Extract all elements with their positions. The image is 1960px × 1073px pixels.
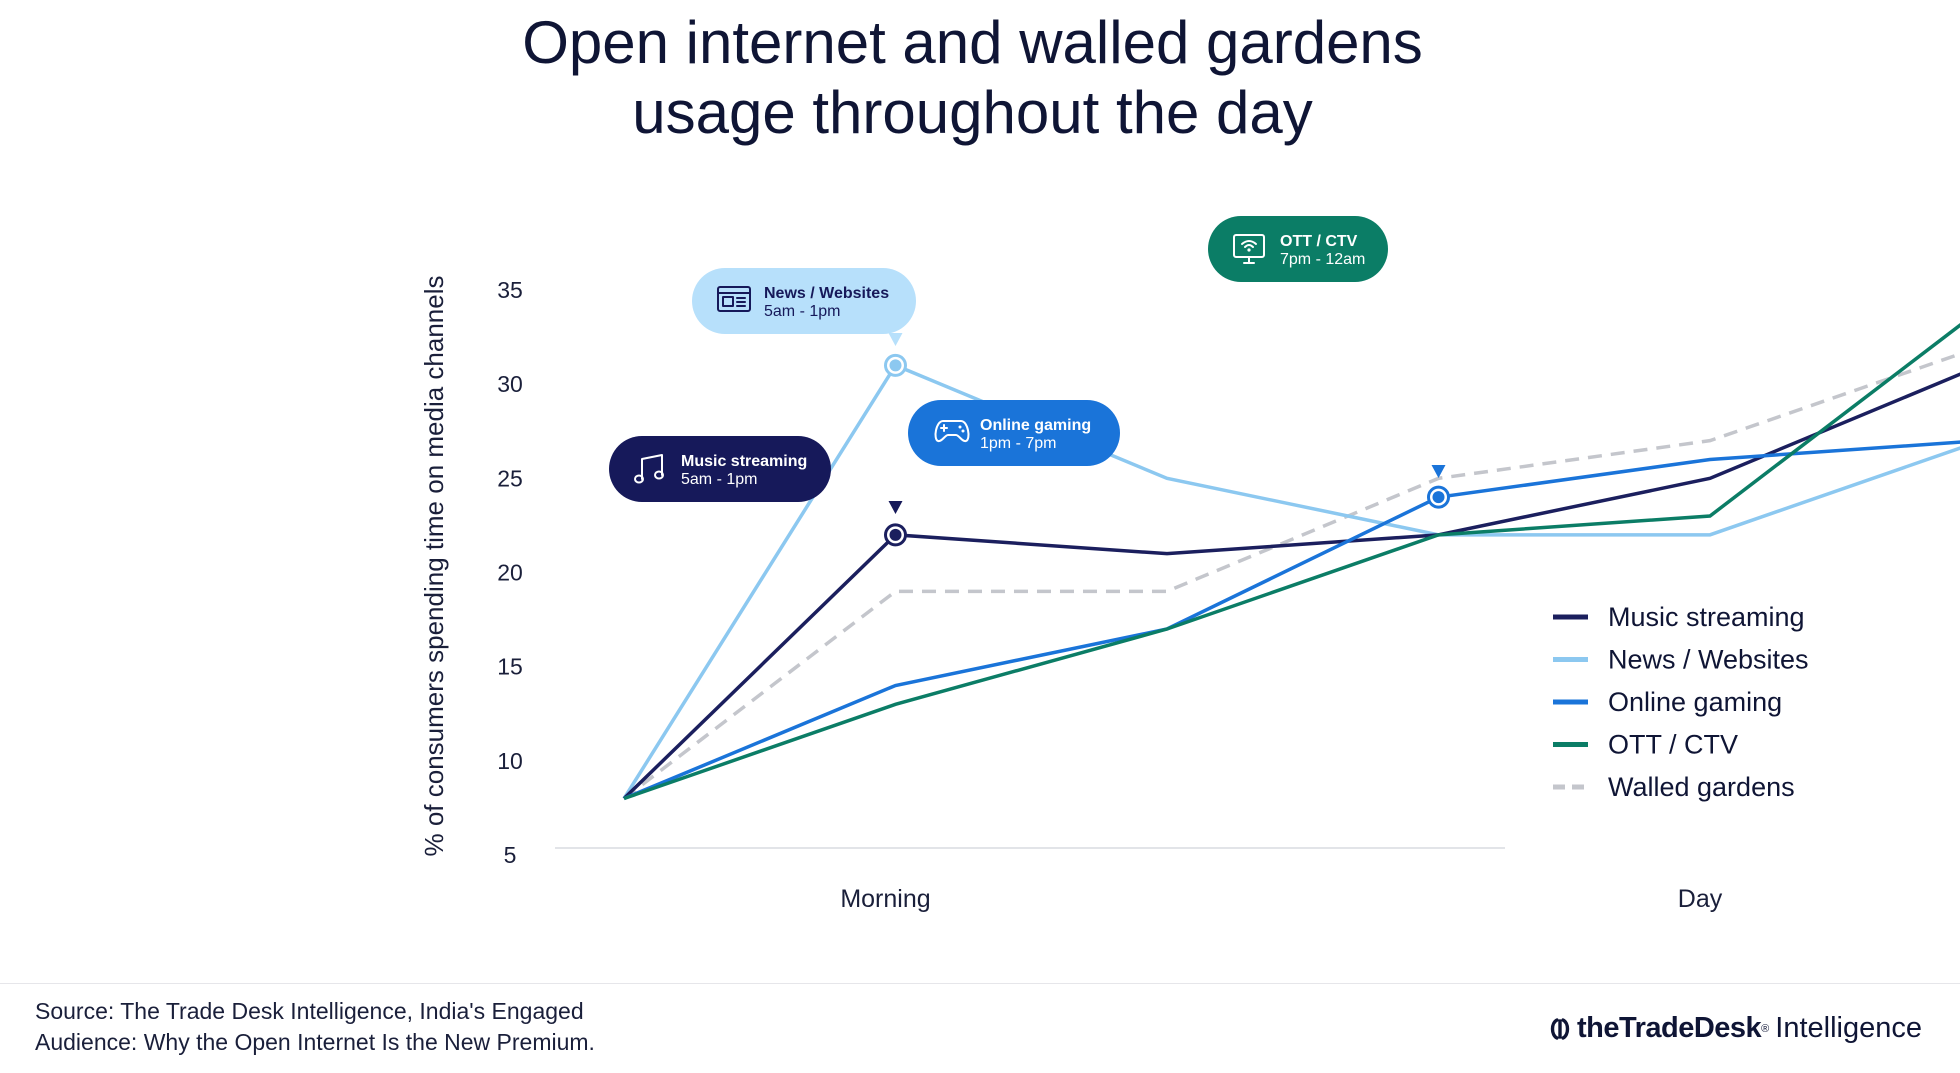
legend-label: News / Websites [1608, 645, 1809, 675]
legend-label: Walled gardens [1608, 772, 1795, 802]
callout-title: Online gaming [980, 417, 1091, 434]
series-line-walled-gardens [622, 352, 1960, 800]
callout-pointer [888, 333, 903, 346]
tv-broadcast-icon [1233, 234, 1265, 264]
callout-bubble [692, 268, 916, 334]
callout-subtitle: 1pm - 7pm [980, 435, 1056, 452]
y-axis-label: % of consumers spending time on media ch… [419, 276, 449, 857]
legend-item: Walled gardens [1553, 772, 1795, 802]
callout-title: OTT / CTV [1280, 233, 1358, 250]
gamepad-icon [934, 420, 970, 443]
legend-label: OTT / CTV [1608, 730, 1738, 760]
callout-pointer [888, 501, 903, 514]
legend-item: Online gaming [1553, 687, 1782, 717]
x-tick-label: Morning [840, 885, 930, 913]
legend-item: OTT / CTV [1553, 730, 1738, 760]
news-window-icon [717, 286, 751, 312]
brand-suffix: Intelligence [1775, 1012, 1922, 1044]
legend-label: Music streaming [1608, 602, 1805, 632]
y-tick-label: 10 [497, 748, 523, 774]
footer-divider [0, 983, 1960, 984]
chart-title-line-1: Open internet and walled gardens [522, 9, 1423, 76]
callout-bubble [609, 436, 831, 502]
brand-logo: theTradeDesk ® Intelligence [1549, 1012, 1922, 1045]
chart-title-line-2: usage throughout the day [632, 79, 1313, 146]
series-line-news-websites [622, 363, 1960, 800]
callout-bubble [908, 400, 1120, 466]
y-tick-label: 35 [497, 277, 523, 303]
callout-subtitle: 5am - 1pm [681, 471, 757, 488]
music-note-icon [634, 454, 664, 484]
source-line-1: Source: The Trade Desk Intelligence, Ind… [35, 998, 584, 1024]
line-chart: 5 10 15 20 25 30 35 % of consumers spending tim… [419, 216, 1960, 913]
y-tick-label: 25 [497, 465, 523, 491]
y-tick-label: 30 [497, 371, 523, 397]
callout-title: News / Websites [764, 285, 889, 302]
source-line-2: Audience: Why the Open Internet Is the N… [35, 1029, 595, 1055]
legend-item: Music streaming [1553, 602, 1805, 632]
callout-pointer [1431, 465, 1446, 478]
chart-title: Open internet and walled gardens usage t… [0, 8, 1945, 148]
y-tick-label: 5 [504, 842, 517, 868]
legend-label: Online gaming [1608, 687, 1782, 717]
callout-marker-dot [889, 528, 902, 541]
brand-name: theTradeDesk [1576, 1012, 1762, 1044]
callout-marker-dot [889, 359, 902, 372]
trade-desk-logo-icon [1550, 1017, 1570, 1040]
source-note: Source: The Trade Desk Intelligence, Ind… [35, 996, 595, 1058]
y-tick-label: 20 [497, 560, 523, 586]
brand-registered-mark: ® [1761, 1022, 1770, 1035]
callout-marker-dot [1432, 491, 1445, 504]
series-line-music-streaming [622, 372, 1960, 800]
series-line-ott-ctv [623, 323, 1960, 801]
legend-item: News / Websites [1553, 645, 1809, 675]
x-tick-label: Day [1678, 885, 1723, 913]
callout-bubble [1208, 216, 1388, 282]
callout-title: Music streaming [681, 453, 807, 470]
callout-subtitle: 7pm - 12am [1280, 251, 1365, 268]
callout-subtitle: 5am - 1pm [764, 303, 840, 320]
y-tick-label: 15 [497, 654, 523, 680]
